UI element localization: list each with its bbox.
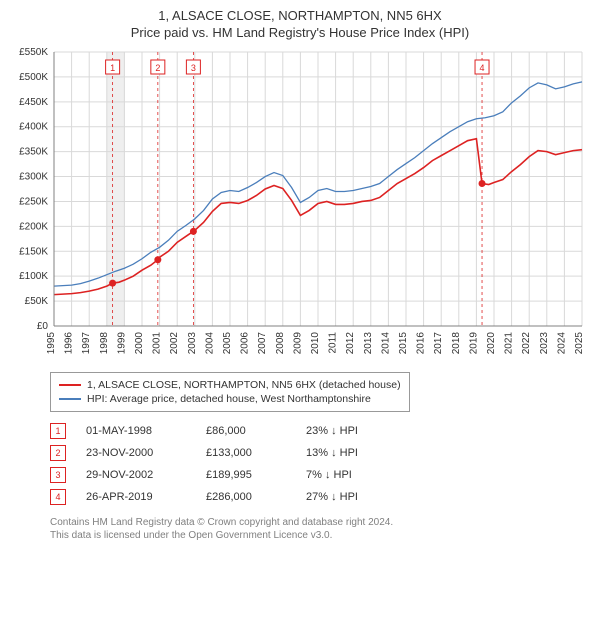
svg-text:1998: 1998 xyxy=(99,332,110,355)
chart-title-sub: Price paid vs. HM Land Registry's House … xyxy=(10,25,590,40)
svg-text:2010: 2010 xyxy=(310,332,321,355)
transaction-marker: 2 xyxy=(50,445,66,461)
svg-text:2000: 2000 xyxy=(134,332,145,355)
svg-text:£150K: £150K xyxy=(19,246,48,257)
svg-text:2015: 2015 xyxy=(398,332,409,355)
svg-text:2011: 2011 xyxy=(328,332,339,354)
transaction-row: 4 26-APR-2019 £286,000 27% ↓ HPI xyxy=(50,486,590,508)
legend-label-price: 1, ALSACE CLOSE, NORTHAMPTON, NN5 6HX (d… xyxy=(87,378,401,392)
svg-text:2024: 2024 xyxy=(556,332,567,355)
svg-text:2016: 2016 xyxy=(416,332,427,355)
transaction-diff: 13% ↓ HPI xyxy=(306,442,396,464)
transaction-diff: 7% ↓ HPI xyxy=(306,464,396,486)
svg-text:£500K: £500K xyxy=(19,72,48,83)
svg-text:£250K: £250K xyxy=(19,196,48,207)
svg-text:2007: 2007 xyxy=(257,332,268,355)
svg-text:£0: £0 xyxy=(37,321,49,332)
svg-text:1996: 1996 xyxy=(64,332,75,355)
svg-text:2014: 2014 xyxy=(380,332,391,355)
svg-text:2013: 2013 xyxy=(363,332,374,355)
footer-line1: Contains HM Land Registry data © Crown c… xyxy=(50,516,590,529)
svg-text:2021: 2021 xyxy=(504,332,515,355)
svg-text:2017: 2017 xyxy=(433,332,444,355)
svg-text:2008: 2008 xyxy=(275,332,286,355)
svg-text:2004: 2004 xyxy=(204,332,215,355)
svg-text:2001: 2001 xyxy=(152,332,163,355)
svg-text:2025: 2025 xyxy=(574,332,585,355)
svg-text:2002: 2002 xyxy=(169,332,180,355)
svg-text:2019: 2019 xyxy=(468,332,479,355)
price-chart: £0 £50K £100K £150K £200K £250K £300K £350K £400… xyxy=(10,46,590,366)
svg-text:2005: 2005 xyxy=(222,332,233,355)
transactions-table: 1 01-MAY-1998 £86,000 23% ↓ HPI 2 23-NOV-2000… xyxy=(50,420,590,508)
svg-text:£350K: £350K xyxy=(19,147,48,158)
svg-text:£300K: £300K xyxy=(19,172,48,183)
svg-text:2006: 2006 xyxy=(240,332,251,355)
svg-text:£400K: £400K xyxy=(19,122,48,133)
svg-text:1997: 1997 xyxy=(81,332,92,355)
transaction-date: 29-NOV-2002 xyxy=(86,464,186,486)
transaction-price: £189,995 xyxy=(206,464,286,486)
svg-text:3: 3 xyxy=(191,63,196,73)
svg-text:£100K: £100K xyxy=(19,271,48,282)
footer-attribution: Contains HM Land Registry data © Crown c… xyxy=(50,516,590,542)
svg-text:£550K: £550K xyxy=(19,47,48,58)
svg-text:1995: 1995 xyxy=(46,332,57,355)
svg-text:2: 2 xyxy=(155,63,160,73)
footer-line2: This data is licensed under the Open Gov… xyxy=(50,529,590,542)
svg-text:2020: 2020 xyxy=(486,332,497,355)
svg-text:2022: 2022 xyxy=(521,332,532,355)
svg-text:2003: 2003 xyxy=(187,332,198,355)
svg-text:1: 1 xyxy=(110,63,115,73)
transaction-marker: 4 xyxy=(50,489,66,505)
transaction-date: 26-APR-2019 xyxy=(86,486,186,508)
transaction-price: £286,000 xyxy=(206,486,286,508)
legend: 1, ALSACE CLOSE, NORTHAMPTON, NN5 6HX (d… xyxy=(50,372,410,412)
transaction-marker: 3 xyxy=(50,467,66,483)
transaction-diff: 27% ↓ HPI xyxy=(306,486,396,508)
svg-text:£50K: £50K xyxy=(25,296,49,307)
transaction-price: £86,000 xyxy=(206,420,286,442)
svg-text:£200K: £200K xyxy=(19,221,48,232)
legend-swatch-price xyxy=(59,384,81,386)
svg-text:2012: 2012 xyxy=(345,332,356,355)
legend-swatch-hpi xyxy=(59,398,81,400)
transaction-marker: 1 xyxy=(50,423,66,439)
transaction-date: 01-MAY-1998 xyxy=(86,420,186,442)
svg-text:1999: 1999 xyxy=(116,332,127,355)
svg-text:2018: 2018 xyxy=(451,332,462,355)
chart-title-address: 1, ALSACE CLOSE, NORTHAMPTON, NN5 6HX xyxy=(10,8,590,23)
svg-text:2009: 2009 xyxy=(292,332,303,355)
transaction-row: 2 23-NOV-2000 £133,000 13% ↓ HPI xyxy=(50,442,590,464)
legend-label-hpi: HPI: Average price, detached house, West… xyxy=(87,392,371,406)
transaction-date: 23-NOV-2000 xyxy=(86,442,186,464)
chart-container: 1, ALSACE CLOSE, NORTHAMPTON, NN5 6HX Pr… xyxy=(0,0,600,620)
svg-text:2023: 2023 xyxy=(539,332,550,355)
transaction-row: 3 29-NOV-2002 £189,995 7% ↓ HPI xyxy=(50,464,590,486)
transaction-price: £133,000 xyxy=(206,442,286,464)
svg-text:£450K: £450K xyxy=(19,97,48,108)
svg-text:4: 4 xyxy=(480,63,485,73)
transaction-diff: 23% ↓ HPI xyxy=(306,420,396,442)
transaction-row: 1 01-MAY-1998 £86,000 23% ↓ HPI xyxy=(50,420,590,442)
